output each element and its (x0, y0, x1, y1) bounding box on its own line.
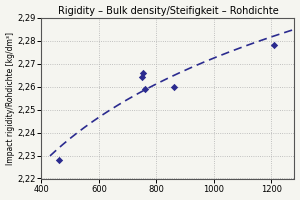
Point (141, 71, 146, 74)
Point (272, 44, 277, 47)
Point (142, 87, 147, 91)
Point (171, 85, 176, 88)
Title: Rigidity – Bulk density/Steifigkeit – Rohdichte: Rigidity – Bulk density/Steifigkeit – Ro… (58, 6, 278, 16)
Point (56, 159, 61, 162)
Y-axis label: Impact rigidity/Rohdichte [kg/dm³]: Impact rigidity/Rohdichte [kg/dm³] (6, 32, 15, 165)
Point (140, 76, 144, 79)
